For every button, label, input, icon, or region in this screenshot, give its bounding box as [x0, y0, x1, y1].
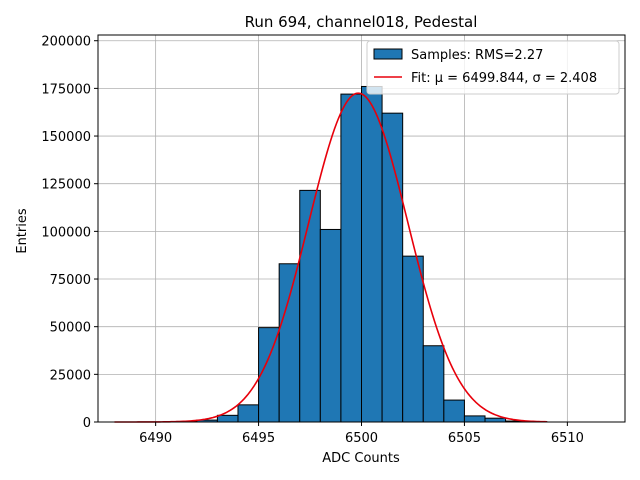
y-tick-label: 200000: [41, 35, 91, 50]
y-tick-label: 100000: [41, 225, 91, 240]
legend-box: [366, 40, 620, 95]
gaussian-fit-line: [114, 92, 547, 423]
histogram-bar: [402, 255, 424, 423]
x-tick-label: 6495: [242, 431, 275, 446]
histogram-bar: [278, 263, 301, 423]
x-tick-label: 6510: [551, 431, 584, 446]
histogram-bar: [463, 415, 486, 423]
y-tick-label: 0: [83, 416, 91, 431]
axis-ticks: 6490 6495 6500 6505 6510 0 25000 50000 75000 1000…: [41, 35, 584, 446]
histogram-bars: [175, 85, 548, 423]
legend-bar-swatch: [373, 48, 403, 60]
histogram-bar: [443, 399, 465, 423]
histogram-bar: [340, 93, 362, 423]
y-axis-label: Entries: [15, 208, 30, 254]
x-axis-label: ADC Counts: [322, 451, 400, 466]
y-tick-label: 150000: [41, 130, 91, 145]
x-tick-label: 6505: [448, 431, 481, 446]
legend-label-fit: Fit: μ = 6499.844, σ = 2.408: [411, 71, 597, 86]
legend: Samples: RMS=2.27 Fit: μ = 6499.844, σ =…: [366, 40, 620, 95]
x-tick-label: 6490: [139, 431, 172, 446]
histogram-bar: [216, 414, 239, 423]
histogram-bar: [422, 345, 445, 423]
histogram-bar: [299, 189, 321, 423]
legend-label-samples: Samples: RMS=2.27: [411, 48, 543, 63]
y-tick-label: 175000: [41, 82, 91, 97]
histogram-bar: [484, 417, 507, 423]
y-tick-label: 75000: [50, 273, 91, 288]
y-tick-label: 125000: [41, 178, 91, 193]
y-tick-label: 50000: [50, 321, 91, 336]
histogram-bar: [258, 327, 280, 423]
histogram-bar: [361, 85, 383, 423]
y-tick-label: 25000: [50, 368, 91, 383]
x-tick-label: 6500: [345, 431, 378, 446]
histogram-bar: [237, 404, 260, 423]
chart-title: Run 694, channel018, Pedestal: [245, 13, 478, 31]
histogram-bar: [319, 228, 342, 423]
